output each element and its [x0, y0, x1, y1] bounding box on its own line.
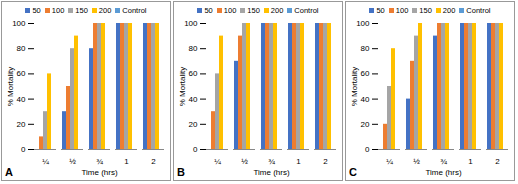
html-text:Control: Control	[294, 6, 319, 15]
svg-text:80: 80	[361, 44, 370, 53]
html-text:150: 150	[247, 6, 260, 15]
svg-text:Time (hrs): Time (hrs)	[81, 168, 117, 177]
svg-text:¼: ¼	[386, 157, 393, 166]
svg-text:½: ½	[69, 157, 76, 166]
svg-text:20: 20	[17, 120, 26, 129]
svg-text:100: 100	[12, 19, 26, 28]
svg-text:0: 0	[193, 145, 198, 154]
html-text:100: 100	[51, 6, 65, 15]
svg-text:40: 40	[17, 95, 26, 104]
svg-text:2: 2	[323, 157, 328, 166]
svg-text:1: 1	[468, 157, 473, 166]
html-text:50: 50	[32, 6, 41, 15]
html-text:100: 100	[223, 6, 237, 15]
html-text:C: C	[349, 166, 357, 178]
svg-text:Time (hrs): Time (hrs)	[253, 168, 289, 177]
svg-text:40: 40	[189, 95, 198, 104]
svg-text:% Mortality: % Mortality	[6, 67, 15, 107]
html-text:200: 200	[98, 6, 112, 15]
svg-text:60: 60	[361, 69, 370, 78]
svg-text:Time (hrs): Time (hrs)	[425, 168, 461, 177]
svg-text:100: 100	[356, 19, 370, 28]
svg-text:¾: ¾	[268, 157, 275, 166]
html-text:50: 50	[204, 6, 213, 15]
html-text:B: B	[177, 166, 185, 178]
svg-text:0: 0	[365, 145, 370, 154]
svg-text:1: 1	[124, 157, 129, 166]
html-text:Control: Control	[466, 6, 491, 15]
svg-text:20: 20	[361, 120, 370, 129]
html-text:100: 100	[395, 6, 409, 15]
svg-text:20: 20	[189, 120, 198, 129]
html-text:200: 200	[442, 6, 456, 15]
svg-text:2: 2	[151, 157, 156, 166]
html-text:150: 150	[75, 6, 88, 15]
svg-text:¼: ¼	[214, 157, 221, 166]
svg-text:% Mortality: % Mortality	[350, 67, 359, 107]
svg-text:2: 2	[495, 157, 500, 166]
svg-text:100: 100	[184, 19, 198, 28]
svg-text:0: 0	[21, 145, 26, 154]
html-text:200: 200	[270, 6, 284, 15]
html-text:150: 150	[419, 6, 432, 15]
svg-text:40: 40	[361, 95, 370, 104]
svg-text:60: 60	[189, 69, 198, 78]
html-text:A: A	[5, 166, 13, 178]
svg-text:80: 80	[17, 44, 26, 53]
svg-text:80: 80	[189, 44, 198, 53]
svg-text:% Mortality: % Mortality	[178, 67, 187, 107]
svg-text:½: ½	[241, 157, 248, 166]
svg-text:¾: ¾	[96, 157, 103, 166]
svg-text:¼: ¼	[42, 157, 49, 166]
svg-text:1: 1	[296, 157, 301, 166]
html-text:Control: Control	[122, 6, 147, 15]
svg-text:¾: ¾	[440, 157, 447, 166]
html-text:50: 50	[376, 6, 385, 15]
svg-text:60: 60	[17, 69, 26, 78]
svg-text:½: ½	[413, 157, 420, 166]
